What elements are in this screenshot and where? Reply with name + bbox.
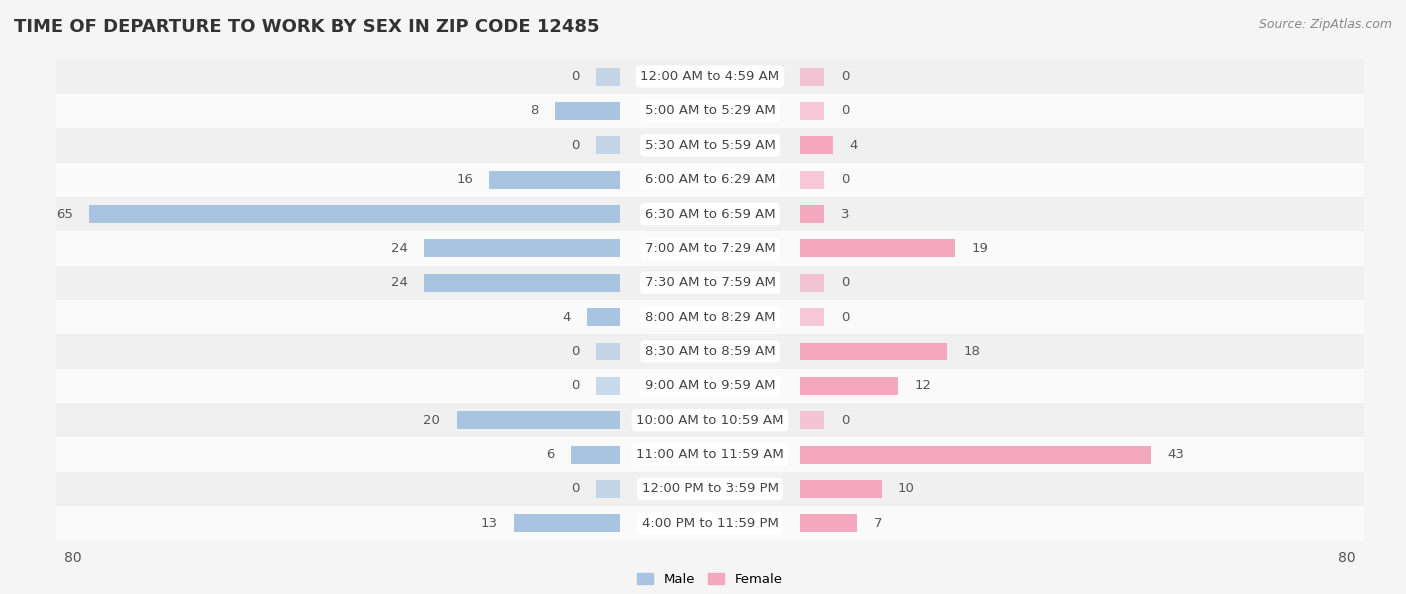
Bar xyxy=(800,239,955,257)
Text: 8: 8 xyxy=(530,105,538,118)
Text: 0: 0 xyxy=(571,482,579,495)
Text: 5:00 AM to 5:29 AM: 5:00 AM to 5:29 AM xyxy=(645,105,775,118)
Text: 0: 0 xyxy=(841,70,849,83)
Text: 11:00 AM to 11:59 AM: 11:00 AM to 11:59 AM xyxy=(636,448,785,461)
Bar xyxy=(56,472,1364,506)
Text: 7:30 AM to 7:59 AM: 7:30 AM to 7:59 AM xyxy=(644,276,776,289)
Text: 4: 4 xyxy=(562,311,571,324)
Bar xyxy=(800,446,1152,463)
Text: Source: ZipAtlas.com: Source: ZipAtlas.com xyxy=(1258,18,1392,31)
Bar xyxy=(56,231,1364,266)
Text: 10:00 AM to 10:59 AM: 10:00 AM to 10:59 AM xyxy=(637,414,783,426)
Text: 65: 65 xyxy=(56,207,73,220)
Text: 13: 13 xyxy=(481,517,498,530)
Text: 6:00 AM to 6:29 AM: 6:00 AM to 6:29 AM xyxy=(645,173,775,186)
Bar xyxy=(56,59,1364,94)
Bar xyxy=(800,102,824,120)
Bar xyxy=(56,334,1364,369)
Bar xyxy=(800,274,824,292)
Text: 0: 0 xyxy=(841,311,849,324)
Text: 0: 0 xyxy=(571,380,579,393)
Bar xyxy=(56,369,1364,403)
Bar xyxy=(800,377,898,395)
Text: 24: 24 xyxy=(391,276,408,289)
Bar xyxy=(800,205,824,223)
Text: 5:30 AM to 5:59 AM: 5:30 AM to 5:59 AM xyxy=(644,139,776,152)
Bar xyxy=(56,266,1364,300)
Text: 0: 0 xyxy=(841,105,849,118)
Text: 7:00 AM to 7:29 AM: 7:00 AM to 7:29 AM xyxy=(645,242,775,255)
Bar xyxy=(800,308,824,326)
Bar xyxy=(56,163,1364,197)
Text: 12: 12 xyxy=(914,380,931,393)
Bar xyxy=(515,514,620,532)
Text: 6:30 AM to 6:59 AM: 6:30 AM to 6:59 AM xyxy=(645,207,775,220)
Text: 80: 80 xyxy=(65,551,82,565)
Text: TIME OF DEPARTURE TO WORK BY SEX IN ZIP CODE 12485: TIME OF DEPARTURE TO WORK BY SEX IN ZIP … xyxy=(14,18,599,36)
Text: 19: 19 xyxy=(972,242,988,255)
Text: 18: 18 xyxy=(963,345,980,358)
Bar xyxy=(56,403,1364,437)
Bar xyxy=(596,137,620,154)
Text: 6: 6 xyxy=(547,448,555,461)
Bar xyxy=(56,197,1364,231)
Bar xyxy=(56,437,1364,472)
Text: 9:00 AM to 9:59 AM: 9:00 AM to 9:59 AM xyxy=(645,380,775,393)
Bar xyxy=(596,343,620,361)
Bar xyxy=(56,506,1364,541)
Text: 80: 80 xyxy=(1339,551,1355,565)
Bar xyxy=(596,480,620,498)
Text: 24: 24 xyxy=(391,242,408,255)
Bar xyxy=(425,274,620,292)
Text: 0: 0 xyxy=(571,139,579,152)
Text: 0: 0 xyxy=(841,276,849,289)
Legend: Male, Female: Male, Female xyxy=(633,568,787,592)
Text: 8:00 AM to 8:29 AM: 8:00 AM to 8:29 AM xyxy=(645,311,775,324)
Bar xyxy=(457,411,620,429)
Text: 3: 3 xyxy=(841,207,849,220)
Bar xyxy=(56,128,1364,163)
Bar xyxy=(489,170,620,189)
Bar xyxy=(800,480,882,498)
Text: 0: 0 xyxy=(571,345,579,358)
Bar xyxy=(425,239,620,257)
Bar xyxy=(800,137,832,154)
Text: 10: 10 xyxy=(898,482,915,495)
Text: 0: 0 xyxy=(571,70,579,83)
Bar xyxy=(89,205,620,223)
Bar xyxy=(800,411,824,429)
Text: 43: 43 xyxy=(1167,448,1185,461)
Bar xyxy=(571,446,620,463)
Bar xyxy=(596,377,620,395)
Text: 4: 4 xyxy=(849,139,858,152)
Bar xyxy=(800,68,824,86)
Text: 4:00 PM to 11:59 PM: 4:00 PM to 11:59 PM xyxy=(641,517,779,530)
Text: 8:30 AM to 8:59 AM: 8:30 AM to 8:59 AM xyxy=(645,345,775,358)
Bar xyxy=(800,514,858,532)
Bar xyxy=(588,308,620,326)
Text: 12:00 PM to 3:59 PM: 12:00 PM to 3:59 PM xyxy=(641,482,779,495)
Text: 0: 0 xyxy=(841,173,849,186)
Bar xyxy=(800,343,948,361)
Bar xyxy=(596,68,620,86)
Bar xyxy=(56,94,1364,128)
Bar xyxy=(555,102,620,120)
Bar xyxy=(800,170,824,189)
Text: 20: 20 xyxy=(423,414,440,426)
Text: 0: 0 xyxy=(841,414,849,426)
Text: 12:00 AM to 4:59 AM: 12:00 AM to 4:59 AM xyxy=(641,70,779,83)
Text: 16: 16 xyxy=(456,173,472,186)
Bar xyxy=(56,300,1364,334)
Text: 7: 7 xyxy=(873,517,882,530)
